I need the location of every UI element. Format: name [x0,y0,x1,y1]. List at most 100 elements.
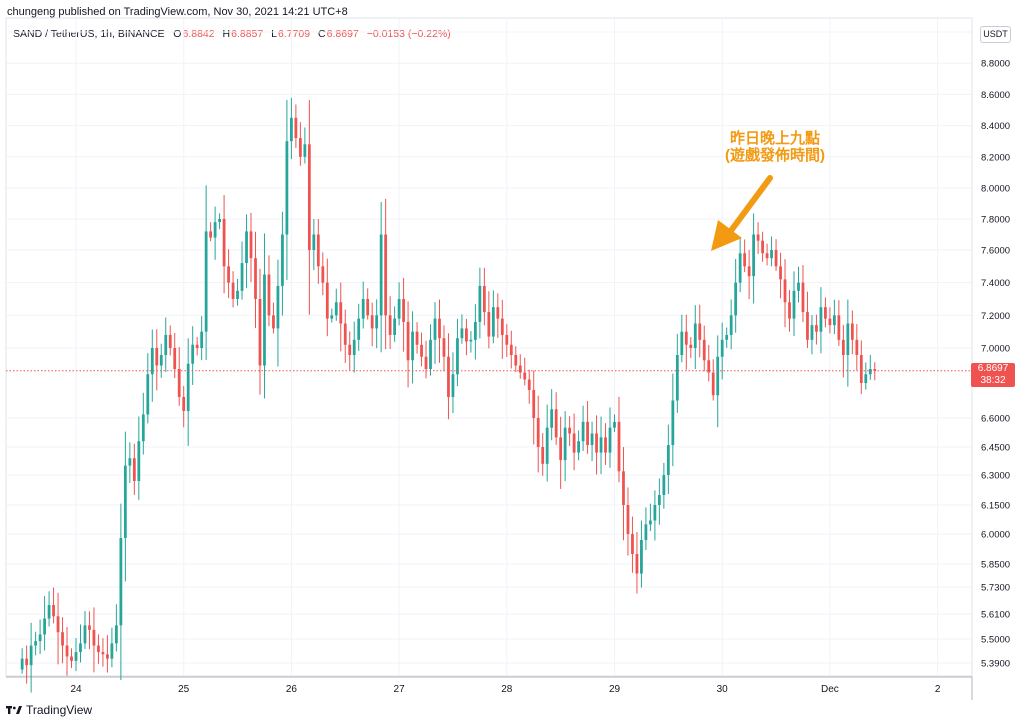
price-tick-label: 8.6000 [981,90,1010,101]
candle-body [375,315,379,329]
candle-body [514,355,518,366]
candle-body [779,266,782,280]
candle-body [218,219,221,223]
candle-body [734,282,738,316]
high-value: 6.8857 [231,28,264,40]
plot-frame [5,17,973,677]
candle-body [146,374,150,415]
candle-body [245,231,248,264]
candle-body [307,144,311,250]
time-tick-label: Dec [821,684,839,695]
price-tick-label: 6.4500 [981,443,1010,454]
candle-body [294,117,298,139]
candle-body [420,344,423,357]
candle-body [456,338,459,375]
candle-body [841,339,845,355]
candle-body [240,263,244,291]
candle-body [159,355,163,366]
candle-body [298,138,302,157]
candle-body [303,144,307,157]
candle-body [92,629,96,646]
candle-body [61,632,64,646]
candle-body [186,363,190,411]
candle-body [451,374,455,397]
candle-body [388,315,392,335]
candle-body [496,307,500,319]
candle-body [743,253,747,267]
candle-body [348,344,352,355]
candle-body [698,323,702,340]
price-tick-label: 5.8500 [981,560,1010,571]
candle-body [254,258,257,299]
candle-body [222,219,226,267]
candle-body [272,315,275,329]
symbol-name: SAND / TetherUS, 1h, BINANCE [13,28,165,40]
candle-body [325,282,329,319]
candle-body [617,421,621,472]
candle-body [545,427,549,464]
candle-body [689,344,693,348]
tradingview-logo-icon [6,706,22,714]
candle-body [231,282,235,299]
candle-body [523,372,527,380]
candle-body [644,524,648,540]
candle-body [810,325,814,340]
candle-body [680,331,684,355]
candle-body [56,616,60,633]
candle-body [182,397,186,411]
price-tick-label: 7.8000 [981,215,1010,226]
candle-body [797,282,800,291]
candle-body [258,299,262,366]
time-tick-label: 2 [935,684,941,695]
candle-body [622,471,625,505]
candle-body [106,654,109,659]
candle-body [415,331,419,345]
candle-body [626,505,630,534]
candle-countdown: 38:32 [980,375,1006,386]
price-tick-label: 5.6100 [981,610,1010,621]
time-tick-label: 27 [394,684,406,695]
candle-body [397,299,401,319]
price-tick-label: 7.4000 [981,278,1010,289]
price-tick-label: 5.5000 [981,635,1010,646]
footer-brand[interactable]: TradingView [6,703,92,717]
candle-body [684,331,688,345]
price-tick-label: 7.6000 [981,246,1010,257]
candle-body [47,605,51,619]
candle-body [473,321,477,340]
candle-body [191,344,195,364]
currency-tag[interactable]: USDT [980,26,1011,43]
candle-body [65,645,69,657]
candle-body [599,437,603,453]
annotation-arrow-head [711,220,742,251]
candle-body [204,231,208,332]
candle-body [34,641,38,646]
candle-body [815,325,818,332]
candle-body [213,222,217,238]
candle-body [640,540,643,574]
candle-body [752,234,756,277]
time-tick-label: 24 [70,684,82,695]
candle-body [868,369,872,375]
candle-body [119,538,123,626]
open-value: 6.8842 [182,28,215,40]
candle-body [590,433,594,446]
candle-body [424,356,428,369]
candle-body [855,339,859,355]
annotation-arrow-shaft [727,175,773,235]
candle-body [837,315,841,340]
candle-body [38,634,42,642]
candle-body [792,290,796,319]
last-price-value: 6.8697 [977,363,1009,374]
candle-body [128,458,132,466]
candle-body [487,312,491,337]
open-label: O [173,28,182,40]
candle-body [460,328,464,339]
price-tick-label: 6.6000 [981,414,1010,425]
candle-body [429,339,432,369]
candle-body [155,348,159,366]
candle-body [532,390,536,418]
candle-body [568,427,572,434]
candle-body [595,433,598,453]
